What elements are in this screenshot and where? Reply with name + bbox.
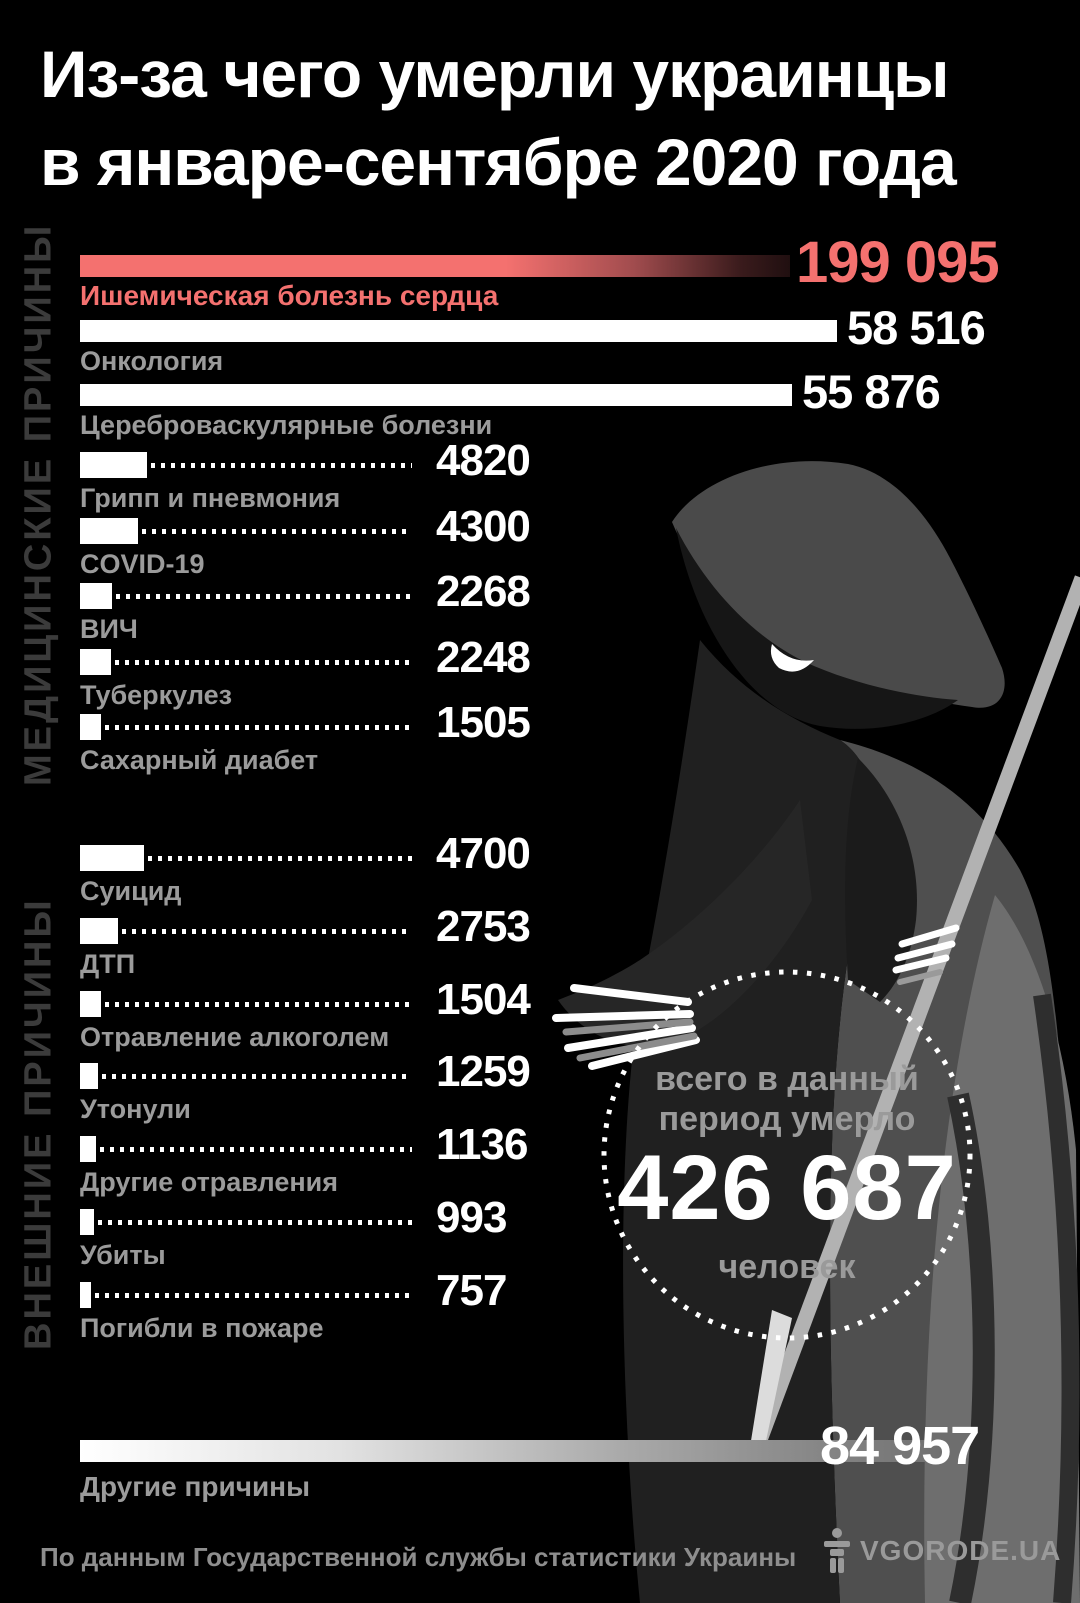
bar bbox=[80, 1282, 91, 1308]
bar-label: Грипп и пневмония bbox=[80, 483, 341, 513]
total-caption-line-2: период умерло bbox=[658, 1100, 916, 1138]
bar-value: 58 516 bbox=[847, 301, 986, 354]
bar-label: Онкология bbox=[80, 346, 224, 376]
bar-value: 199 095 bbox=[796, 230, 1000, 295]
bar-value: 84 957 bbox=[820, 1416, 980, 1476]
bar-value: 2248 bbox=[436, 633, 531, 682]
bar-leader bbox=[100, 1147, 412, 1152]
bar-label: Утонули bbox=[80, 1094, 191, 1124]
title-line-2: в январе-сентябре 2020 года bbox=[40, 125, 957, 199]
bar-label: Отравление алкоголем bbox=[80, 1022, 390, 1052]
vgorode-logo-icon bbox=[824, 1528, 850, 1573]
bar bbox=[80, 452, 147, 478]
bar-label: Другие причины bbox=[80, 1471, 311, 1502]
bar-value: 2268 bbox=[436, 567, 531, 616]
bar bbox=[80, 320, 837, 342]
bar-value: 757 bbox=[436, 1266, 507, 1315]
total-unit: человек bbox=[718, 1248, 856, 1286]
bar-leader bbox=[151, 463, 412, 468]
bar-leader bbox=[95, 1293, 412, 1298]
brand-name: VGORODE.UA bbox=[860, 1535, 1062, 1566]
bar-value: 4700 bbox=[436, 829, 531, 878]
bar-value: 993 bbox=[436, 1193, 507, 1242]
bar bbox=[80, 1440, 943, 1462]
bar-value: 1259 bbox=[436, 1047, 531, 1096]
bar-value: 1505 bbox=[436, 698, 531, 747]
bar-value: 1504 bbox=[436, 975, 531, 1024]
bar-leader bbox=[98, 1220, 412, 1225]
title-line-1: Из-за чего умерли украинцы bbox=[40, 37, 950, 111]
bar-label: COVID-19 bbox=[80, 549, 205, 579]
scythe-blade-tip bbox=[750, 1310, 792, 1455]
bar bbox=[80, 583, 112, 609]
bar-label: Цереброваскулярные болезни bbox=[80, 410, 493, 440]
bar bbox=[80, 384, 792, 406]
bar-leader bbox=[142, 529, 412, 534]
reaper-eye bbox=[770, 644, 814, 672]
bar bbox=[80, 518, 138, 544]
bar bbox=[80, 991, 101, 1017]
bar-label: Погибли в пожаре bbox=[80, 1313, 324, 1343]
bar-label: Сахарный диабет bbox=[80, 745, 319, 775]
bar bbox=[80, 1136, 96, 1162]
total-value: 426 687 bbox=[617, 1137, 957, 1239]
bar-leader bbox=[122, 929, 412, 934]
page-title: Из-за чего умерли украинцы в январе-сент… bbox=[40, 30, 957, 206]
reaper-hood-shadow bbox=[676, 528, 958, 729]
bar-leader bbox=[102, 1074, 412, 1079]
bar bbox=[80, 255, 790, 277]
bar-leader bbox=[105, 725, 412, 730]
bar-label: ДТП bbox=[80, 949, 136, 979]
bar-leader bbox=[116, 594, 412, 599]
bar-label: Туберкулез bbox=[80, 680, 233, 710]
brand-logo: VGORODE.UA bbox=[822, 1528, 1061, 1574]
bar bbox=[80, 845, 144, 871]
bar-value: 4300 bbox=[436, 502, 531, 551]
bar bbox=[80, 649, 111, 675]
total-caption-line-1: всего в данный bbox=[655, 1060, 919, 1098]
bar-value: 4820 bbox=[436, 436, 531, 485]
bar-label: Ишемическая болезнь сердца bbox=[80, 280, 499, 311]
bar-label: Суицид bbox=[80, 876, 182, 906]
bar-leader bbox=[148, 856, 412, 861]
bar-leader bbox=[105, 1002, 412, 1007]
bar bbox=[80, 1209, 94, 1235]
bar-value: 2753 bbox=[436, 902, 531, 951]
bar bbox=[80, 1063, 98, 1089]
bar-label: Убиты bbox=[80, 1240, 166, 1270]
bar-value: 1136 bbox=[436, 1120, 528, 1169]
bar-value: 55 876 bbox=[802, 365, 941, 418]
bar-label: ВИЧ bbox=[80, 614, 138, 644]
bar-label: Другие отравления bbox=[80, 1167, 339, 1197]
data-source-note: По данным Государственной службы статист… bbox=[40, 1542, 797, 1572]
skeleton-hand-right bbox=[892, 924, 960, 974]
bar bbox=[80, 714, 101, 740]
bar-leader bbox=[115, 660, 412, 665]
reaper-hood bbox=[672, 461, 1005, 708]
bar bbox=[80, 918, 118, 944]
